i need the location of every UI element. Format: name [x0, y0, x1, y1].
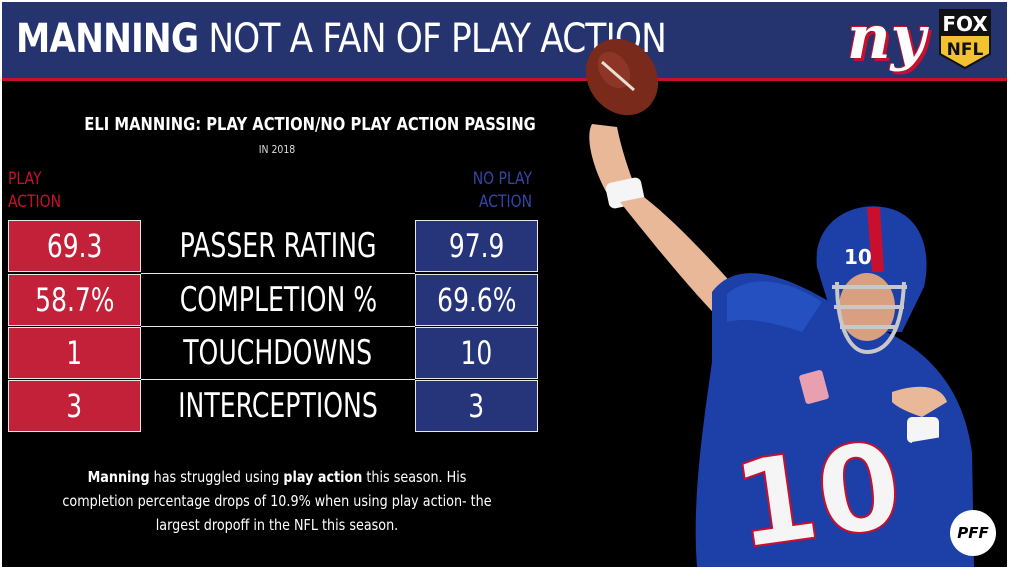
fox-text: FOX: [942, 12, 988, 36]
jersey: 10: [695, 273, 974, 567]
header-bar: MANNING NOT A FAN OF PLAY ACTION ny FOX …: [2, 2, 1007, 78]
stat-label: TOUCHDOWNS: [141, 327, 415, 379]
play-action-value: 1: [8, 327, 141, 379]
football-icon: [585, 38, 659, 116]
note-bold-name: Manning: [87, 468, 150, 486]
row-divider: [141, 379, 415, 380]
play-action-value-text: 1: [66, 334, 83, 372]
left-arm: [892, 386, 959, 567]
no-play-action-value-text: 69.6%: [436, 281, 517, 319]
stat-label: INTERCEPTIONS: [141, 380, 415, 432]
legend-no-play-action: NO PLAY ACTION: [450, 168, 532, 214]
no-play-action-value: 97.9: [415, 220, 538, 272]
pff-logo: PFF: [950, 510, 996, 556]
no-play-action-value-text: 97.9: [448, 227, 505, 265]
play-action-value-text: 58.7%: [34, 281, 115, 319]
no-play-action-value: 3: [415, 380, 538, 432]
nfl-text: NFL: [947, 40, 984, 60]
legend-play-action-line1: PLAY: [8, 169, 42, 189]
play-action-value: 58.7%: [8, 274, 141, 326]
chart-heading: ELI MANNING: PLAY ACTION/NO PLAY ACTION …: [84, 114, 536, 135]
fox-nfl-logo: FOX NFL: [939, 9, 991, 70]
jersey-number: 10: [725, 416, 910, 567]
row-divider: [141, 326, 415, 327]
note-text-2: this season. His completion percentage d…: [62, 468, 492, 534]
legend-no-play-action-line1: NO PLAY: [472, 169, 532, 189]
legend-no-play-action-line2: ACTION: [478, 192, 532, 212]
no-play-action-value-text: 3: [468, 387, 485, 425]
summary-note: Manning has struggled using play action …: [22, 465, 532, 537]
stat-row-touchdowns: 1 TOUCHDOWNS 10: [8, 327, 538, 379]
stat-row-passer-rating: 69.3 PASSER RATING 97.9: [8, 220, 538, 272]
no-play-action-value: 69.6%: [415, 274, 538, 326]
helmet-number: 10: [844, 245, 872, 269]
play-action-value: 3: [8, 380, 141, 432]
legend-play-action-line2: ACTION: [8, 192, 62, 212]
no-play-action-value: 10: [415, 327, 538, 379]
stat-label-text: INTERCEPTIONS: [178, 386, 378, 426]
no-play-action-value-text: 10: [460, 334, 493, 372]
stat-label-text: PASSER RATING: [179, 226, 377, 266]
row-divider: [141, 273, 415, 274]
stat-row-completion: 58.7% COMPLETION % 69.6%: [8, 274, 538, 326]
stat-row-interceptions: 3 INTERCEPTIONS 3: [8, 380, 538, 432]
title-bold: MANNING: [16, 16, 199, 62]
stat-label-text: COMPLETION %: [179, 280, 377, 320]
play-action-value-text: 3: [66, 387, 83, 425]
note-bold-play-action: play action: [283, 468, 363, 486]
giants-logo: ny: [847, 3, 926, 73]
play-action-value-text: 69.3: [46, 227, 103, 265]
play-action-value: 69.3: [8, 220, 141, 272]
legend-play-action: PLAY ACTION: [8, 168, 61, 214]
player-photo: 10 10: [585, 38, 974, 567]
helmet-icon: 10: [816, 206, 927, 355]
header-rule: [2, 78, 1007, 81]
note-text-1: has struggled using: [149, 468, 284, 486]
stat-label-text: TOUCHDOWNS: [183, 333, 373, 373]
stat-label: PASSER RATING: [141, 220, 415, 272]
stat-label: COMPLETION %: [141, 274, 415, 326]
chart-subheading: IN 2018: [258, 143, 296, 156]
